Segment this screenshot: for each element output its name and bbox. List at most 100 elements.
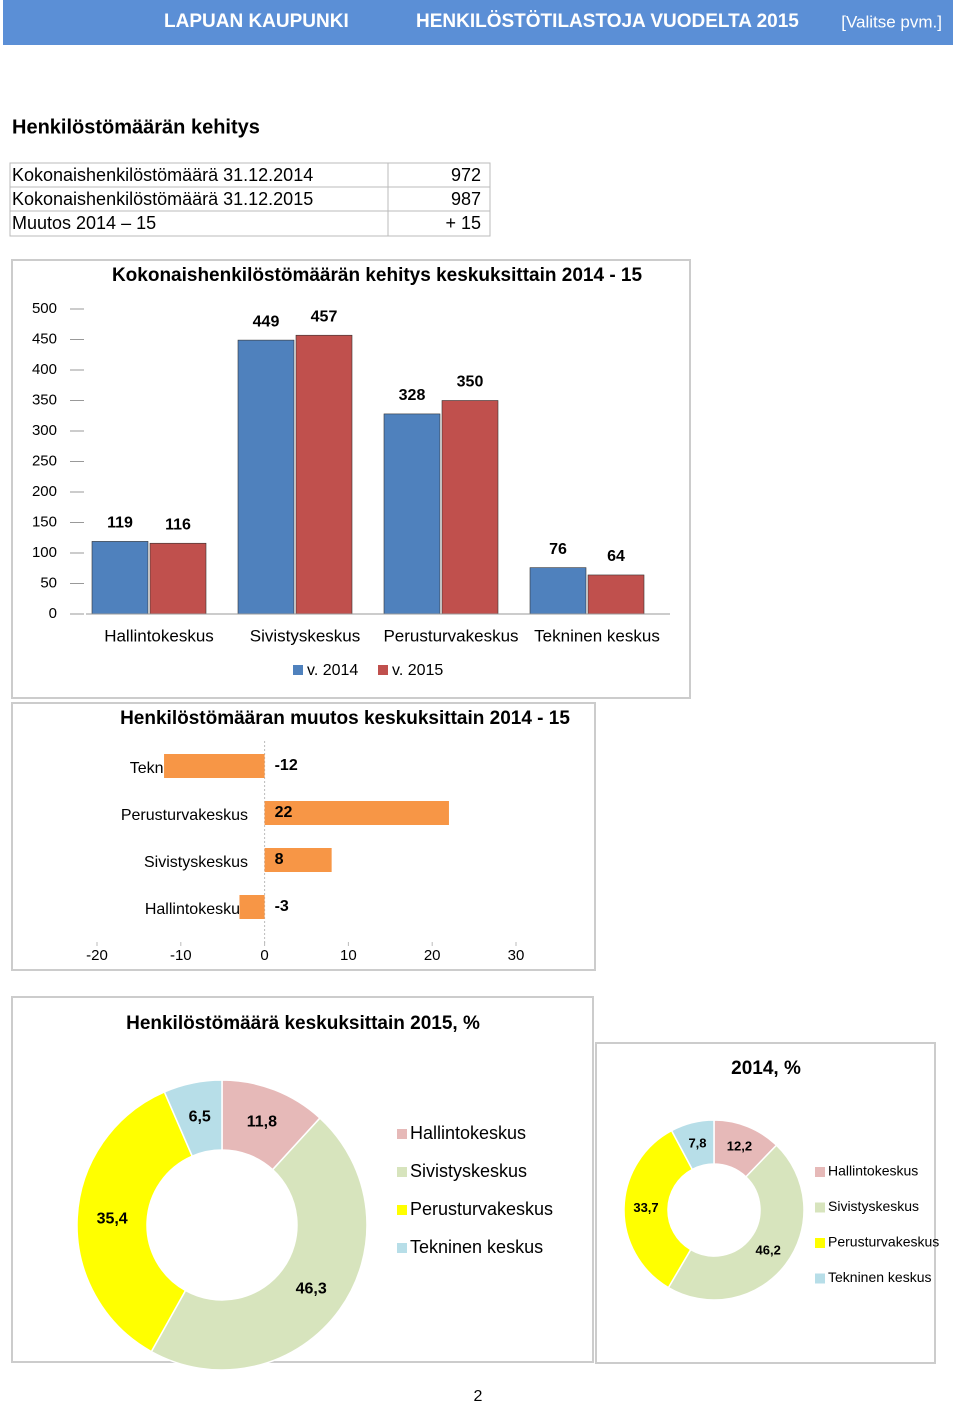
y-tick-label: Sivistyskeskus xyxy=(144,854,248,871)
table-cell: Kokonaishenkilöstömäärä 31.12.2015 xyxy=(12,189,313,209)
legend-label: Hallintokeskus xyxy=(410,1123,526,1143)
donut-slice xyxy=(150,1116,368,1371)
header-right: [Valitse pvm.] xyxy=(841,12,942,31)
data-label: 116 xyxy=(165,516,191,533)
data-label: 449 xyxy=(253,313,280,330)
legend-swatch xyxy=(815,1238,825,1248)
chart-frame xyxy=(595,1042,936,1364)
bar xyxy=(264,801,449,825)
x-tick-label: 20 xyxy=(424,947,441,964)
y-tick-label: 400 xyxy=(32,361,57,378)
data-label: -3 xyxy=(275,898,289,915)
x-tick-label: -20 xyxy=(86,947,108,964)
page-number: 2 xyxy=(474,1388,483,1404)
y-tick-label: 500 xyxy=(32,300,57,317)
section-title: Henkilöstömäärän kehitys xyxy=(12,116,260,138)
y-tick-label: 100 xyxy=(32,544,57,561)
legend-label: Perusturvakeskus xyxy=(828,1234,939,1250)
legend-label: v. 2015 xyxy=(392,662,443,679)
legend-swatch xyxy=(293,665,303,675)
bar xyxy=(239,895,265,919)
legend-swatch xyxy=(378,665,388,675)
data-label: 457 xyxy=(311,308,338,325)
legend-swatch xyxy=(815,1273,825,1284)
data-label: 33,7 xyxy=(633,1200,658,1215)
data-label: 64 xyxy=(607,548,625,565)
y-tick-label: 300 xyxy=(32,422,57,439)
data-label: 76 xyxy=(549,541,567,558)
bar xyxy=(264,848,332,872)
table xyxy=(9,162,491,237)
legend-label: v. 2014 xyxy=(307,662,358,679)
bar xyxy=(149,542,207,615)
data-label: 7,8 xyxy=(688,1135,706,1150)
bar xyxy=(295,334,353,615)
data-label: 119 xyxy=(107,515,133,532)
x-tick-label: 10 xyxy=(340,947,357,964)
legend-swatch xyxy=(397,1243,407,1253)
legend-swatch xyxy=(397,1167,407,1177)
chart-frame xyxy=(11,702,596,971)
header-bar xyxy=(3,0,953,45)
legend-label: Tekninen keskus xyxy=(828,1269,932,1285)
x-tick-label: Tekninen keskus xyxy=(534,626,660,645)
table-cell: Kokonaishenkilöstömäärä 31.12.2014 xyxy=(12,165,313,185)
table-cell: Muutos 2014 – 15 xyxy=(12,213,156,233)
data-label: 22 xyxy=(275,804,293,821)
table-border xyxy=(9,162,491,237)
data-label: 35,4 xyxy=(97,1211,128,1228)
x-tick-label: Sivistyskeskus xyxy=(250,626,361,645)
x-tick-label: 30 xyxy=(508,947,525,964)
data-label: 11,8 xyxy=(247,1114,277,1131)
data-label: 46,3 xyxy=(296,1281,327,1298)
legend-label: Sivistyskeskus xyxy=(828,1198,919,1214)
y-tick-label: 350 xyxy=(32,391,57,408)
bar xyxy=(529,567,587,615)
header-left: LAPUAN KAUPUNKI xyxy=(164,11,349,32)
data-label: 328 xyxy=(399,387,426,404)
legend-swatch xyxy=(815,1202,825,1213)
legend-label: Sivistyskeskus xyxy=(410,1161,527,1181)
donut-slice xyxy=(163,1079,223,1158)
bar xyxy=(91,541,149,615)
y-tick-label: Perusturvakeskus xyxy=(121,807,248,824)
y-tick-label: 450 xyxy=(32,330,57,347)
table-cell: 987 xyxy=(451,189,481,209)
donut-slice xyxy=(667,1144,805,1301)
legend-label: Perusturvakeskus xyxy=(410,1199,553,1219)
header-center: HENKILÖSTÖTILASTOJA VUODELTA 2015 xyxy=(416,11,799,32)
legend-swatch xyxy=(397,1205,407,1215)
data-label: 350 xyxy=(457,374,484,391)
chart-title: 2014, % xyxy=(731,1058,801,1079)
donut-slice xyxy=(670,1119,715,1171)
table-cell: + 15 xyxy=(445,213,481,233)
table-cell: 972 xyxy=(451,165,481,185)
y-tick-label: 150 xyxy=(32,513,57,530)
bar xyxy=(237,339,295,615)
chart-title: Kokonaishenkilöstömäärän kehitys keskuks… xyxy=(112,265,643,286)
data-label: 8 xyxy=(275,851,284,868)
legend-swatch xyxy=(397,1129,407,1139)
legend-label: Tekninen keskus xyxy=(410,1237,543,1257)
bar xyxy=(164,754,265,778)
data-label: -12 xyxy=(275,757,298,774)
x-tick-label: Perusturvakeskus xyxy=(383,626,518,645)
chart-frame xyxy=(11,259,691,699)
y-tick-label: Hallintokeskus xyxy=(145,901,248,918)
chart-frame xyxy=(11,996,594,1363)
data-label: 6,5 xyxy=(189,1109,211,1126)
donut-slice xyxy=(76,1090,194,1353)
legend-label: Hallintokeskus xyxy=(828,1163,918,1179)
y-tick-label: 250 xyxy=(32,452,57,469)
chart-title: Henkilöstömäärä keskuksittain 2015, % xyxy=(126,1013,480,1034)
x-tick-label: -10 xyxy=(170,947,192,964)
data-label: 46,2 xyxy=(756,1243,781,1258)
y-tick-label: 200 xyxy=(32,483,57,500)
chart-title: Henkilöstömääran muutos keskuksittain 20… xyxy=(120,708,570,729)
y-tick-label: 50 xyxy=(40,574,57,591)
x-tick-label: 0 xyxy=(260,947,268,964)
bar xyxy=(383,413,441,615)
bar xyxy=(441,400,499,615)
legend-swatch xyxy=(815,1167,825,1177)
